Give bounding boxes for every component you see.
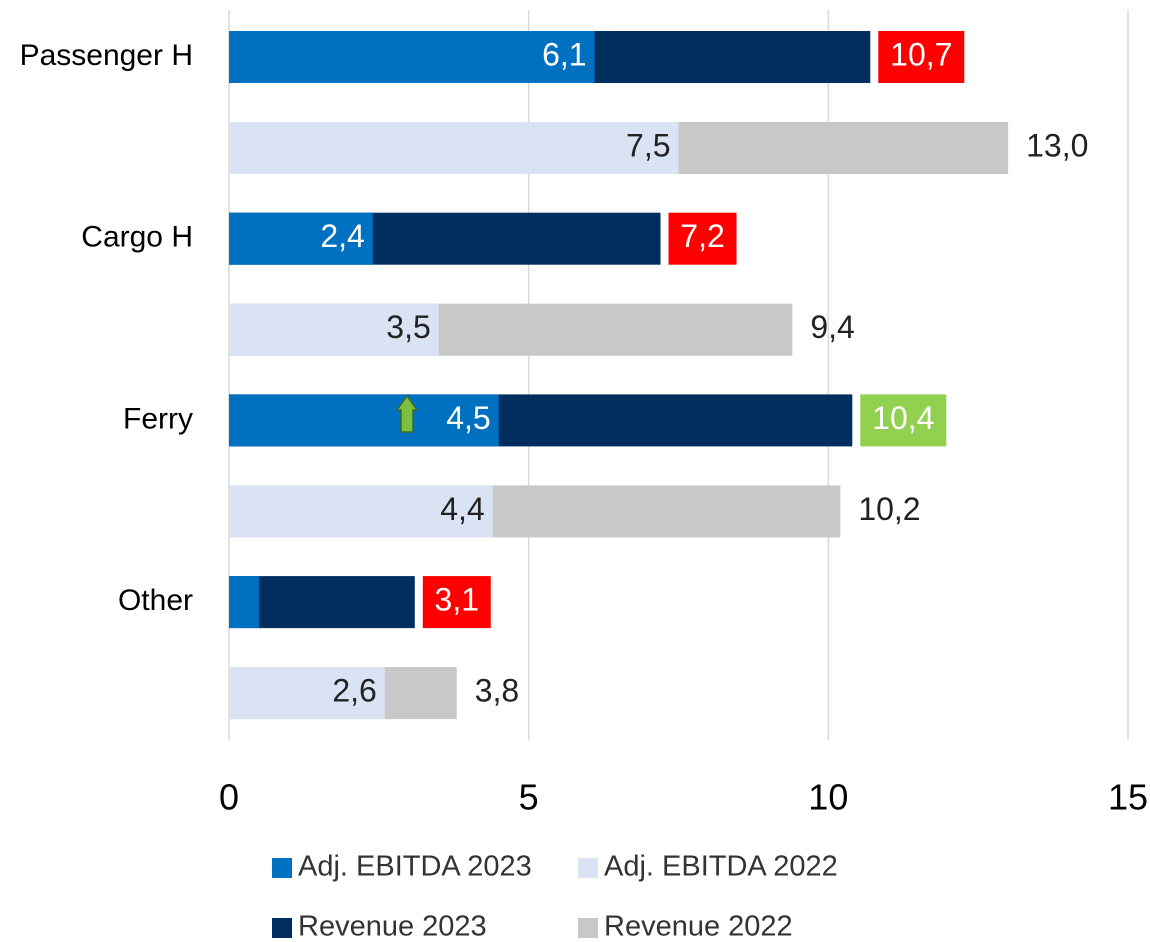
- category-label: Passenger H: [20, 39, 193, 72]
- legend-label: Revenue 2022: [604, 911, 793, 942]
- legend-label: Adj. EBITDA 2022: [604, 851, 838, 883]
- bar: [229, 576, 259, 629]
- data-label: 7,2: [680, 218, 724, 254]
- bar: [229, 31, 595, 83]
- labels: 0 5 10 15 Passenger H Cargo H Ferry Other 10,7 7,…: [20, 31, 1148, 818]
- data-label: 13,0: [1026, 127, 1088, 163]
- data-label: 9,4: [810, 309, 854, 345]
- x-tick-label: 0: [219, 777, 239, 818]
- data-label: 6,1: [542, 36, 586, 72]
- data-label: 4,5: [446, 400, 490, 436]
- legend-label: Adj. EBITDA 2023: [298, 851, 532, 883]
- bar: [229, 394, 499, 447]
- data-label: 2,6: [332, 673, 376, 709]
- arrow-icon: [395, 394, 419, 433]
- legend-label: Revenue 2023: [298, 911, 487, 942]
- category-label: Ferry: [123, 402, 193, 435]
- data-label: 7,5: [626, 127, 670, 163]
- bar: [229, 667, 385, 720]
- label-box: [668, 212, 737, 265]
- bar: [229, 122, 679, 174]
- data-label: 3,5: [386, 309, 430, 345]
- data-label: 4,4: [440, 491, 484, 527]
- category-label: Cargo H: [81, 221, 193, 254]
- data-label: 3,8: [475, 673, 519, 709]
- legend-swatch: [578, 858, 598, 878]
- bar: [229, 212, 373, 265]
- x-tick-label: 5: [519, 777, 539, 818]
- label-box: [860, 394, 947, 447]
- label-box: [422, 576, 491, 629]
- bar: [229, 576, 415, 629]
- data-label: 3,1: [435, 582, 479, 618]
- legend-swatch: [272, 858, 292, 878]
- legend-swatch: [578, 918, 598, 938]
- bars: [229, 31, 1009, 720]
- legend-swatch: [272, 918, 292, 938]
- legend: Adj. EBITDA 2023 Adj. EBITDA 2022 Revenue …: [272, 851, 838, 942]
- data-label: 10,2: [858, 491, 920, 527]
- data-label: 10,4: [872, 400, 934, 436]
- category-label: Other: [118, 584, 193, 617]
- label-box: [878, 31, 965, 83]
- bar: [229, 303, 439, 356]
- bar: [229, 485, 493, 538]
- x-tick-label: 15: [1108, 777, 1148, 818]
- x-tick-label: 10: [808, 777, 848, 818]
- data-label: 2,4: [320, 218, 364, 254]
- grid: [228, 10, 1129, 740]
- data-label: 10,7: [890, 36, 952, 72]
